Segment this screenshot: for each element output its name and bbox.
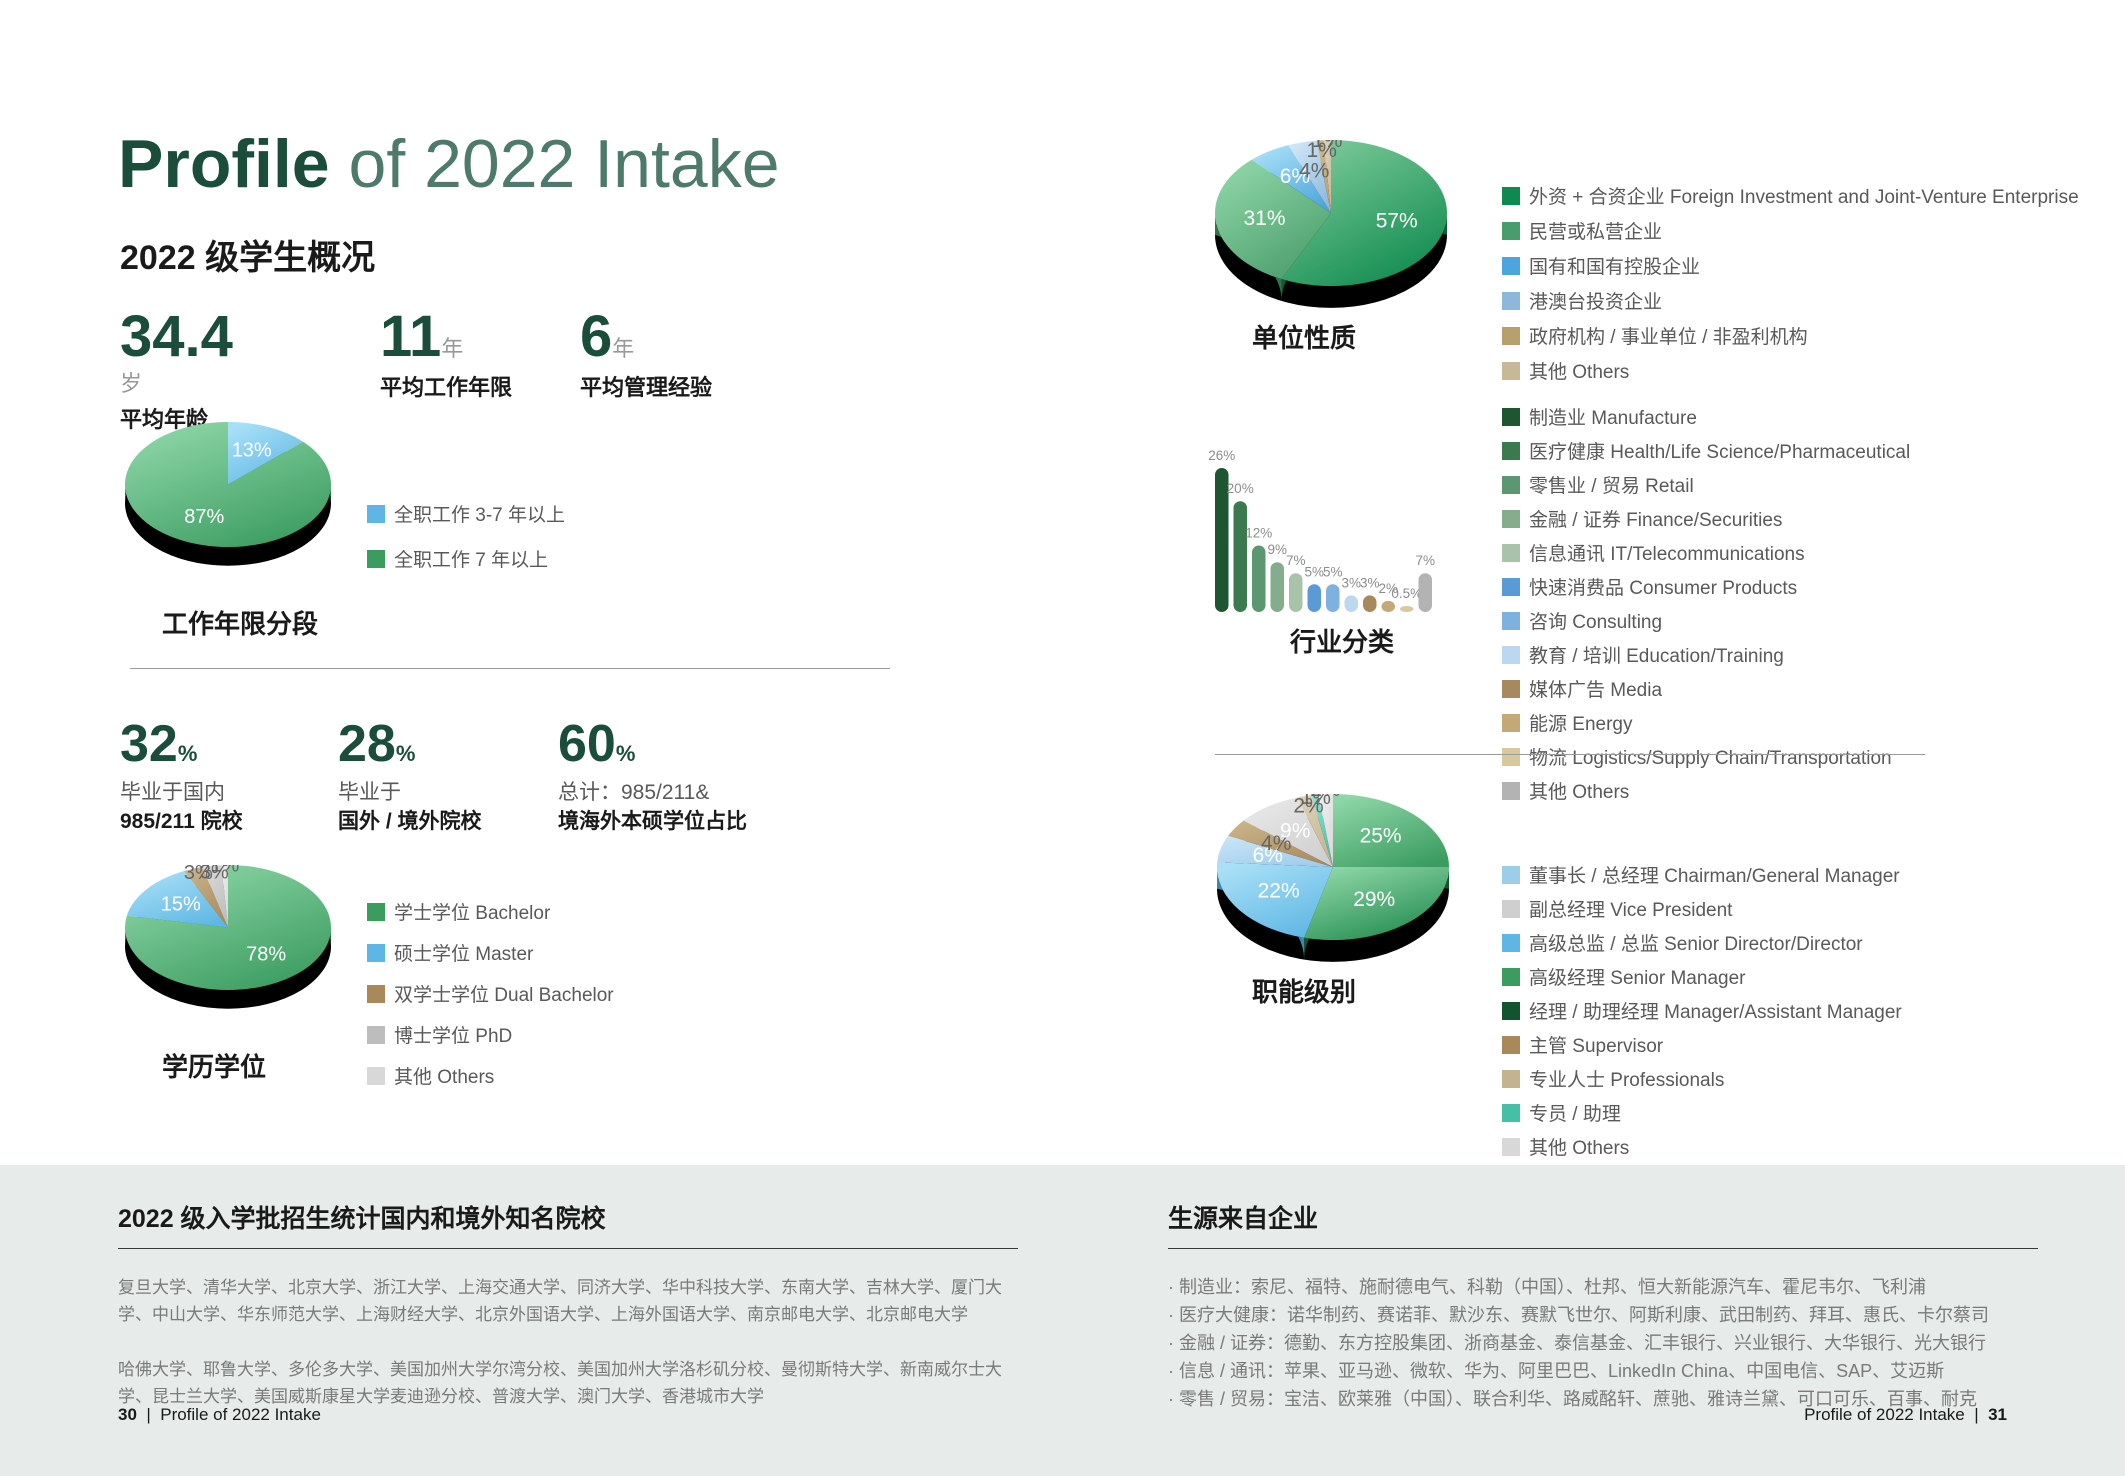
svg-text:57%: 57% bbox=[1376, 210, 1418, 233]
svg-text:3%: 3% bbox=[1360, 575, 1380, 590]
svg-text:20%: 20% bbox=[1227, 481, 1254, 496]
svg-text:1%: 1% bbox=[1312, 140, 1342, 152]
svg-text:78%: 78% bbox=[246, 944, 286, 966]
svg-text:29%: 29% bbox=[1353, 888, 1395, 911]
svg-text:9%: 9% bbox=[1280, 820, 1310, 843]
svg-text:9%: 9% bbox=[1267, 542, 1287, 557]
svg-text:1%: 1% bbox=[210, 865, 239, 876]
svg-text:5%: 5% bbox=[1323, 564, 1343, 579]
svg-text:13%: 13% bbox=[232, 439, 272, 461]
svg-text:5%: 5% bbox=[1304, 564, 1324, 579]
svg-text:4%: 4% bbox=[1299, 160, 1329, 183]
svg-text:0.5%: 0.5% bbox=[1391, 586, 1422, 601]
svg-text:26%: 26% bbox=[1208, 448, 1235, 463]
svg-text:7%: 7% bbox=[1286, 553, 1306, 568]
svg-text:25%: 25% bbox=[1360, 825, 1402, 848]
svg-text:2%: 2% bbox=[1310, 794, 1340, 801]
svg-text:31%: 31% bbox=[1244, 207, 1286, 230]
svg-text:22%: 22% bbox=[1258, 879, 1300, 902]
svg-text:15%: 15% bbox=[161, 894, 201, 916]
svg-text:87%: 87% bbox=[184, 506, 224, 528]
svg-text:12%: 12% bbox=[1245, 526, 1272, 541]
svg-text:7%: 7% bbox=[1415, 553, 1435, 568]
svg-text:3%: 3% bbox=[1341, 575, 1361, 590]
